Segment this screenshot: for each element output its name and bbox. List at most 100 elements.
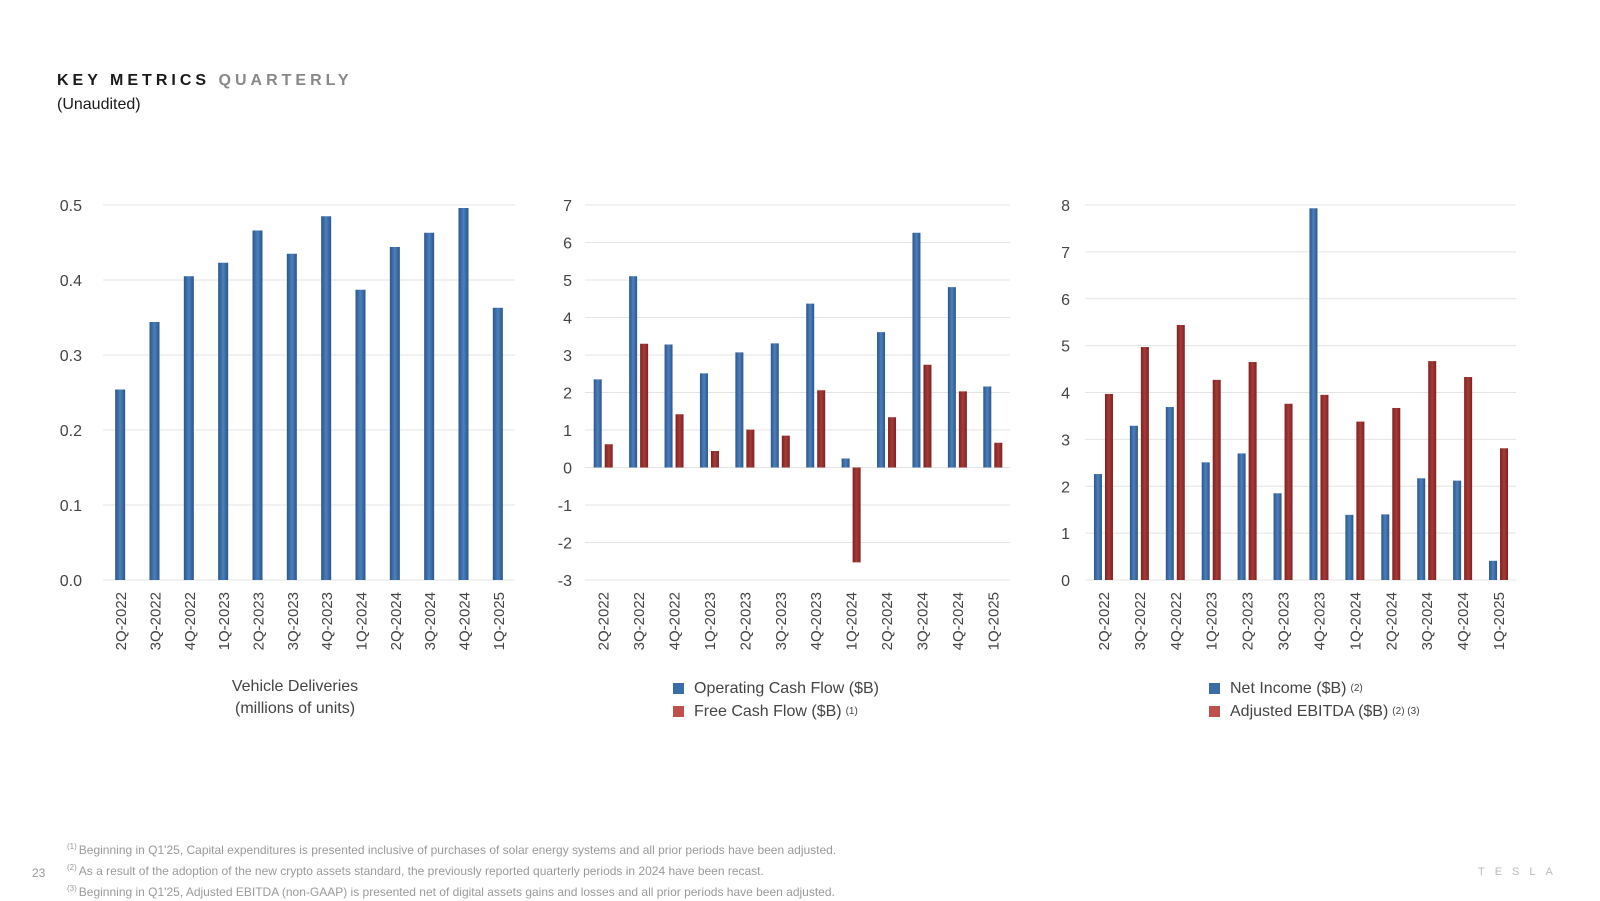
x-tick-label: 1Q-2024 xyxy=(1347,592,1364,650)
y-tick-label: 0.2 xyxy=(60,423,82,440)
bar-operating-cash-flow xyxy=(947,287,956,468)
bar-operating-cash-flow xyxy=(877,332,886,468)
x-tick-label: 3Q-2023 xyxy=(1276,592,1293,650)
x-tick-label: 4Q-2023 xyxy=(319,592,336,650)
footnote-2: (2) As a result of the adoption of the ne… xyxy=(67,863,764,878)
x-tick-label: 2Q-2023 xyxy=(1240,592,1257,650)
bar-operating-cash-flow xyxy=(664,344,673,468)
bar-net-income xyxy=(1489,560,1498,580)
y-tick-label: 7 xyxy=(563,198,572,215)
legend-footnote-ref: (1) xyxy=(845,706,858,717)
cashflow-legend: Operating Cash Flow ($B) Free Cash Flow … xyxy=(673,677,879,723)
y-tick-label: 6 xyxy=(563,236,572,253)
x-tick-label: 2Q-2024 xyxy=(388,592,405,650)
bar-delivery xyxy=(218,262,229,580)
y-tick-label: 4 xyxy=(1061,386,1070,403)
bar-adjusted-ebitda xyxy=(1320,394,1329,580)
x-tick-label: 2Q-2022 xyxy=(596,592,613,650)
y-tick-label: 5 xyxy=(563,273,572,290)
x-tick-label: 2Q-2024 xyxy=(1383,592,1400,650)
bar-operating-cash-flow xyxy=(735,352,744,468)
bar-net-income xyxy=(1381,514,1390,580)
bar-adjusted-ebitda xyxy=(1248,362,1257,580)
y-tick-label: -2 xyxy=(558,536,572,553)
bar-free-cash-flow xyxy=(675,414,684,468)
legend-swatch-red xyxy=(673,706,684,717)
bar-free-cash-flow xyxy=(640,343,649,468)
bar-adjusted-ebitda xyxy=(1284,403,1293,580)
y-tick-label: 0.5 xyxy=(60,198,82,215)
brand-logo: TESLA xyxy=(1478,866,1563,878)
bar-delivery xyxy=(115,389,126,580)
legend-label: Net Income ($B) xyxy=(1230,679,1347,697)
y-tick-label: 3 xyxy=(563,348,572,365)
bar-operating-cash-flow xyxy=(770,343,779,468)
bar-free-cash-flow xyxy=(781,435,790,468)
bar-net-income xyxy=(1237,453,1246,580)
bar-net-income xyxy=(1453,480,1462,580)
legend-label: Operating Cash Flow ($B) xyxy=(694,679,879,697)
x-tick-label: 3Q-2022 xyxy=(631,592,648,650)
x-tick-label: 1Q-2025 xyxy=(985,592,1002,650)
y-tick-label: 8 xyxy=(1061,198,1070,215)
x-tick-label: 4Q-2024 xyxy=(950,592,967,650)
bar-delivery xyxy=(389,247,400,580)
bar-adjusted-ebitda xyxy=(1428,361,1437,580)
y-tick-label: 1 xyxy=(1061,526,1070,543)
x-tick-label: 2Q-2023 xyxy=(251,592,268,650)
legend-footnote-ref: (2) (3) xyxy=(1392,706,1420,717)
x-tick-label: 1Q-2025 xyxy=(1491,592,1508,650)
legend-footnote-ref: (2) xyxy=(1350,683,1363,694)
bar-delivery xyxy=(424,232,435,580)
bar-free-cash-flow xyxy=(994,442,1003,468)
bar-adjusted-ebitda xyxy=(1356,421,1365,580)
bar-adjusted-ebitda xyxy=(1104,393,1113,580)
x-tick-label: 4Q-2024 xyxy=(457,592,474,650)
y-tick-label: 0.1 xyxy=(60,498,82,515)
x-tick-label: 1Q-2024 xyxy=(844,592,861,650)
bar-delivery xyxy=(321,216,332,580)
bar-adjusted-ebitda xyxy=(1176,325,1185,580)
bar-free-cash-flow xyxy=(923,364,932,468)
x-tick-label: 1Q-2025 xyxy=(491,592,508,650)
income-legend: Net Income ($B) (2) Adjusted EBITDA ($B)… xyxy=(1209,677,1420,723)
bar-delivery xyxy=(183,276,194,580)
bar-delivery xyxy=(458,208,469,580)
x-tick-label: 4Q-2023 xyxy=(808,592,825,650)
chart-1: 0.0 0.1 0.2 0.3 0.4 0.5 2Q-2022 3Q-2022 4Q-2022 1… xyxy=(60,198,515,650)
legend-label: Adjusted EBITDA ($B) xyxy=(1230,702,1389,720)
y-tick-label: 4 xyxy=(563,311,572,328)
bar-net-income xyxy=(1309,208,1318,580)
bar-net-income xyxy=(1345,514,1354,580)
bar-delivery xyxy=(149,322,160,580)
bar-free-cash-flow xyxy=(604,444,613,468)
y-tick-label: 0 xyxy=(563,461,572,478)
deliveries-caption-line-2: (millions of units) xyxy=(234,700,356,717)
legend-item-adjusted-ebitda: Adjusted EBITDA ($B) (2) (3) xyxy=(1209,700,1420,723)
legend-item-operating-cash-flow: Operating Cash Flow ($B) xyxy=(673,677,879,700)
y-tick-label: 0.4 xyxy=(60,273,82,290)
x-tick-label: 3Q-2024 xyxy=(914,592,931,650)
bar-delivery xyxy=(286,253,297,580)
page-title: KEY METRICS QUARTERLY xyxy=(57,72,353,90)
deliveries-axis-caption: Vehicle Deliveries (millions of units) xyxy=(195,676,395,720)
deliveries-caption-line-1: Vehicle Deliveries xyxy=(231,678,359,695)
footnote-1: (1) Beginning in Q1'25, Capital expenditu… xyxy=(67,842,837,857)
x-tick-label: 3Q-2024 xyxy=(422,592,439,650)
y-tick-label: 0.0 xyxy=(60,573,82,590)
y-tick-label: 0 xyxy=(1061,573,1070,590)
x-tick-label: 2Q-2022 xyxy=(1096,592,1113,650)
bar-operating-cash-flow xyxy=(983,386,992,468)
bar-net-income xyxy=(1201,462,1210,580)
y-tick-label: 2 xyxy=(1061,479,1070,496)
y-tick-label: 2 xyxy=(563,386,572,403)
x-tick-label: 1Q-2023 xyxy=(216,592,233,650)
x-tick-label: 2Q-2023 xyxy=(737,592,754,650)
unaudited-note: (Unaudited) xyxy=(57,96,141,113)
legend-swatch-blue xyxy=(1209,683,1220,694)
x-tick-label: 4Q-2022 xyxy=(182,592,199,650)
bar-adjusted-ebitda xyxy=(1140,347,1149,580)
x-tick-label: 4Q-2023 xyxy=(1311,592,1328,650)
x-tick-label: 4Q-2024 xyxy=(1455,592,1472,650)
